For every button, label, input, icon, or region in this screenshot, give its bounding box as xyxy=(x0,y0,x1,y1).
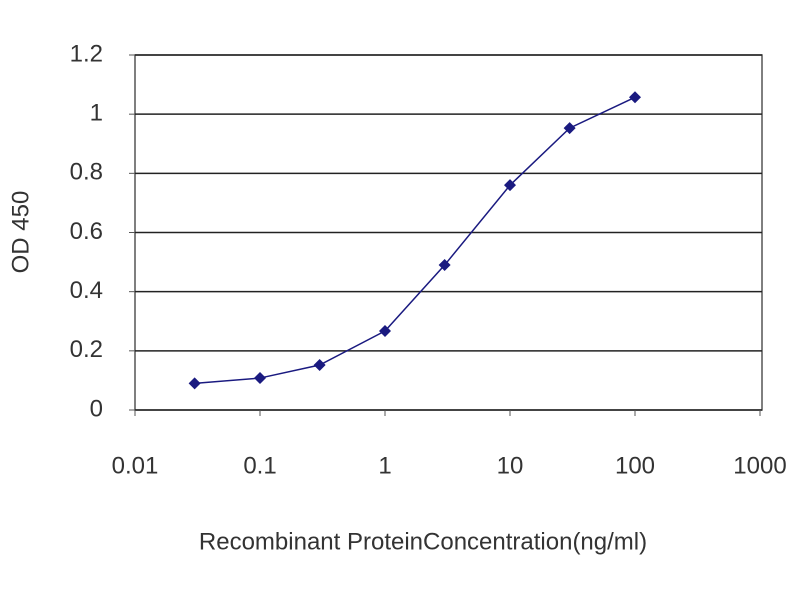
x-tick-label: 1000 xyxy=(733,452,786,479)
y-tick-label: 0.6 xyxy=(70,218,103,245)
data-point xyxy=(504,179,516,192)
y-tick-label: 0.2 xyxy=(70,336,103,363)
data-point xyxy=(379,325,391,338)
data-point xyxy=(438,259,451,272)
data-point xyxy=(188,377,201,390)
x-tick-label: 1 xyxy=(378,452,391,479)
y-axis-label: OD 450 xyxy=(7,191,34,274)
y-tick-label: 1 xyxy=(90,100,103,127)
x-tick-label: 10 xyxy=(497,452,524,479)
data-point xyxy=(313,359,326,372)
y-tick-label: 0.4 xyxy=(70,277,103,304)
x-tick-label: 0.1 xyxy=(243,452,276,479)
y-tick-label: 0 xyxy=(90,395,103,422)
data-point xyxy=(254,372,266,385)
x-tick-label: 100 xyxy=(615,452,655,479)
data-point xyxy=(629,91,641,104)
data-line xyxy=(194,96,636,385)
x-tick-label: 0.01 xyxy=(112,452,159,479)
y-tick-label: 0.8 xyxy=(70,159,103,186)
data-point xyxy=(563,122,576,135)
y-tick-label: 1.2 xyxy=(70,40,103,67)
x-axis-label: Recombinant ProteinConcentration(ng/ml) xyxy=(199,528,647,555)
